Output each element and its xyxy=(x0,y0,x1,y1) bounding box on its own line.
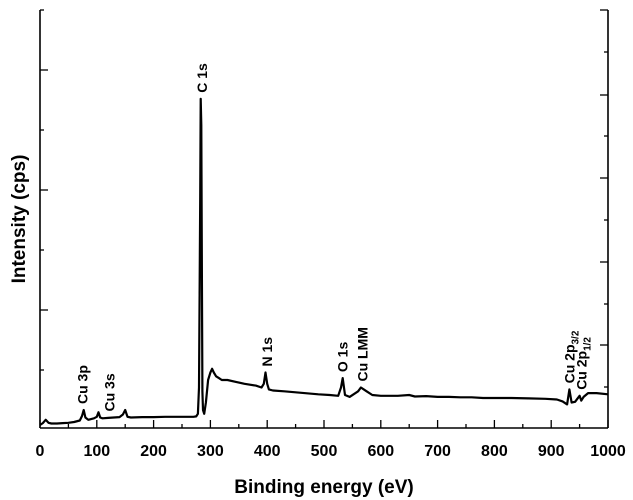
x-tick-label: 900 xyxy=(538,443,565,460)
x-tick-label: 400 xyxy=(254,443,281,460)
peak-label: N 1s xyxy=(259,337,275,367)
peak-label: Cu 2p3/2 xyxy=(561,330,581,383)
y-axis-title: Intensity (cps) xyxy=(9,155,30,284)
peak-annotations: Cu 3p Cu 3s C 1s N 1s O 1s Cu LMM Cu 2p3/2Cu 2… xyxy=(75,63,594,411)
x-tick-label: 1000 xyxy=(590,443,626,460)
x-tick-label: 100 xyxy=(83,443,110,460)
peak-label: Cu 3s xyxy=(101,373,117,411)
peak-label: Cu LMM xyxy=(355,327,371,381)
spectrum-line xyxy=(39,97,609,426)
x-tick-label: 800 xyxy=(481,443,508,460)
x-tick-label: 500 xyxy=(311,443,338,460)
axis-ticks xyxy=(39,9,609,428)
x-tick-label: 600 xyxy=(367,443,394,460)
peak-label: O 1s xyxy=(335,342,351,373)
x-tick-label: 0 xyxy=(36,443,45,460)
x-tick-label: 700 xyxy=(424,443,451,460)
x-axis-title: Binding energy (eV) xyxy=(234,477,413,498)
x-tick-labels: 0 100 200 300 400 500 600 700 800 900 1000 xyxy=(36,443,626,460)
peak-label: Cu 2p1/2 xyxy=(573,337,593,390)
x-tick-label: 200 xyxy=(140,443,167,460)
plot-frame xyxy=(39,10,609,429)
peak-label: C 1s xyxy=(194,63,210,93)
peak-label: Cu 3p xyxy=(75,365,91,404)
x-tick-label: 300 xyxy=(197,443,224,460)
